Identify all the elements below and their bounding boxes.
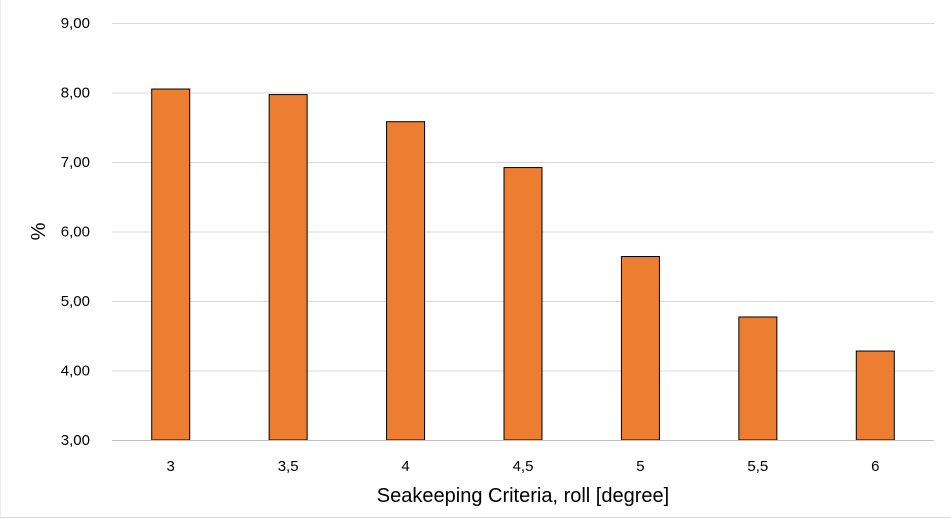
- bar: [503, 167, 543, 441]
- bar: [738, 316, 778, 441]
- y-tick-label: 5,00: [61, 293, 90, 310]
- x-tick-label: 3,5: [278, 458, 299, 475]
- bar: [620, 256, 660, 441]
- y-axis-title: %: [28, 222, 50, 240]
- y-axis-ticks: 3,00 4,00 5,00 6,00 7,00 8,00 9,00: [61, 15, 90, 449]
- y-tick-label: 6,00: [61, 224, 90, 241]
- x-tick-label: 4: [401, 458, 409, 475]
- bars: [151, 88, 895, 441]
- y-tick-label: 7,00: [61, 154, 90, 171]
- x-tick-label: 3: [167, 458, 175, 475]
- x-tick-label: 4,5: [513, 458, 534, 475]
- bar: [151, 88, 191, 441]
- bar: [268, 94, 308, 441]
- x-tick-label: 5: [636, 458, 644, 475]
- x-axis-ticks: 3 3,5 4 4,5 5 5,5 6: [167, 458, 880, 475]
- y-tick-label: 8,00: [61, 85, 90, 102]
- x-tick-label: 6: [871, 458, 879, 475]
- bar: [855, 350, 895, 441]
- x-tick-label: 5,5: [747, 458, 768, 475]
- y-tick-label: 9,00: [61, 15, 90, 32]
- y-tick-label: 4,00: [61, 363, 90, 380]
- y-tick-label: 3,00: [61, 432, 90, 449]
- bar: [386, 121, 426, 441]
- x-axis-title: Seakeeping Criteria, roll [degree]: [377, 485, 669, 507]
